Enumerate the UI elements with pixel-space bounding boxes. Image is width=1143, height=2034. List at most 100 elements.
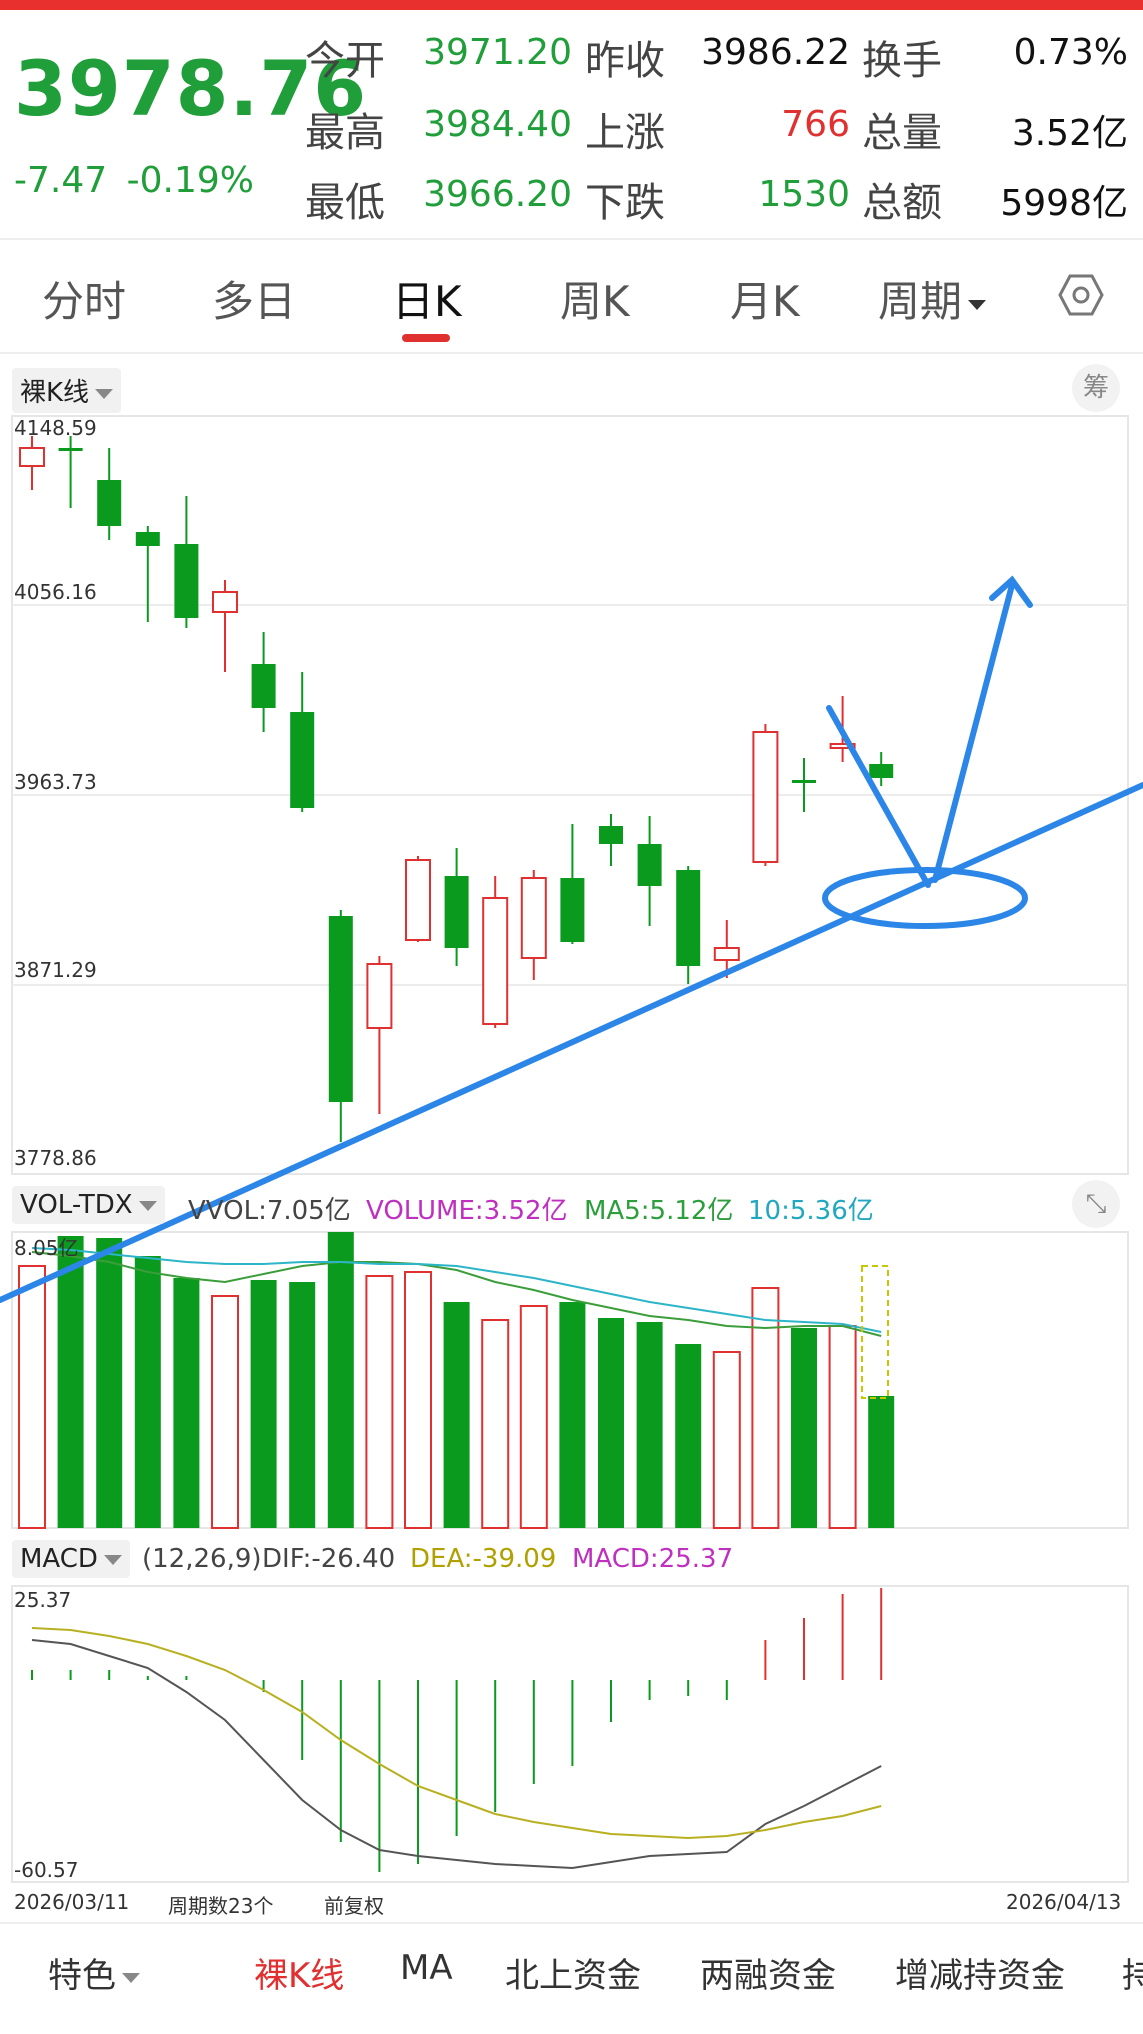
volume-bar [173, 1278, 200, 1528]
volume-bar [636, 1322, 663, 1528]
bottom-nav-featured[interactable]: 特色 [48, 1948, 140, 1997]
bottom-nav-naked-k[interactable]: 裸K线 [254, 1956, 345, 1996]
macd-dea-line [31, 1627, 882, 1840]
candle [869, 752, 894, 786]
estimated-volume-box [861, 1265, 889, 1399]
bottom-nav-ma[interactable]: MA [400, 1948, 453, 1988]
stat-label-turnover: 换手 [862, 38, 942, 84]
chevron-down-icon [103, 1554, 122, 1565]
candle-body [135, 532, 160, 546]
change-value: -7.47 [14, 160, 108, 201]
stat-value-low: 3966.20 [423, 174, 572, 215]
candle [212, 580, 238, 672]
macd-macd-value: MACD:25.37 [572, 1544, 734, 1574]
stat-value-high: 3984.40 [423, 104, 572, 145]
bottom-nav-northbound[interactable]: 北上资金 [505, 1956, 641, 1996]
stat-label-prev-close: 昨收 [585, 38, 665, 84]
bottom-nav-featured-label: 特色 [48, 1956, 116, 1996]
tab-monthly-k[interactable]: 月K [730, 277, 800, 326]
volume-indicator-dropdown[interactable]: VOL-TDX [12, 1186, 165, 1224]
candle [174, 496, 199, 628]
candle-body [520, 877, 547, 959]
volume-ma10-line [31, 1247, 882, 1333]
volume-bar [96, 1238, 123, 1528]
bottom-nav-holdings[interactable]: 增减持资金 [895, 1956, 1065, 1996]
bottom-nav-margin[interactable]: 两融资金 [700, 1956, 836, 1996]
volume-bar [211, 1295, 239, 1529]
candle [520, 870, 547, 980]
macd-histogram-group [31, 1588, 883, 1872]
macd-indicator-label: MACD [20, 1544, 98, 1574]
candles-group [19, 436, 894, 1142]
candle [290, 672, 315, 812]
tabs-divider [0, 352, 1143, 354]
tab-daily-k[interactable]: 日K [392, 277, 462, 326]
user-annotation [0, 575, 1143, 1303]
chevron-down-icon [138, 1200, 157, 1211]
stat-value-volume: 3.52亿 [1011, 113, 1128, 154]
annotation-ellipse [822, 867, 1028, 929]
stat-value-decliners: 1530 [758, 174, 850, 215]
expand-icon[interactable]: ⤡ [1072, 1180, 1120, 1228]
candle [251, 632, 276, 732]
change-percent: -0.19% [126, 160, 254, 201]
chip-distribution-button[interactable]: 筹 [1072, 364, 1120, 412]
volume-bar [519, 1305, 548, 1529]
candle-body [19, 447, 45, 467]
stat-label-advancers: 上涨 [585, 110, 665, 156]
tab-intraday[interactable]: 分时 [42, 277, 127, 326]
candle-body [366, 963, 393, 1029]
macd-indicator-dropdown[interactable]: MACD [12, 1540, 130, 1578]
candle-body [792, 780, 816, 783]
stat-label-low: 最低 [305, 180, 385, 226]
candle-body [405, 859, 431, 941]
kline-chart [0, 415, 1143, 1883]
volume-max-label: 8.05亿 [14, 1236, 79, 1260]
candle-body [637, 844, 662, 886]
candle [599, 814, 623, 866]
period-count: 周期数23个 [168, 1894, 274, 1918]
kline-y-label: 3871.29 [14, 958, 97, 982]
hexagon-settings-icon[interactable] [1058, 272, 1104, 318]
candle-body [752, 731, 779, 863]
kline-y-label-min: 3778.86 [14, 1146, 97, 1170]
vvol-value: VVOL:7.05亿 [188, 1196, 351, 1226]
candle [676, 866, 701, 984]
candle-body [676, 870, 701, 966]
candle [792, 758, 816, 812]
candle [366, 956, 393, 1114]
volume-bar [289, 1282, 316, 1528]
tab-multi-day[interactable]: 多日 [212, 277, 297, 326]
volume-bar [481, 1319, 510, 1529]
candle-body [713, 947, 740, 961]
candle-body [97, 480, 122, 526]
chevron-down-icon [95, 388, 114, 399]
macd-frame [11, 1585, 1129, 1883]
kline-mode-dropdown[interactable]: 裸K线 [12, 368, 122, 413]
volume-bar [134, 1256, 161, 1528]
axis-end-date: 2026/04/13 [1006, 1890, 1122, 1914]
macd-bottom-label: -60.57 [14, 1858, 79, 1882]
stat-label-open: 今开 [305, 38, 385, 84]
candle [482, 876, 509, 1028]
kline-y-label-max: 4148.59 [14, 416, 97, 440]
volume-bar [675, 1344, 702, 1528]
stat-value-open: 3971.20 [423, 32, 572, 73]
volume-bar [365, 1275, 394, 1529]
bottom-nav-more[interactable]: 持 [1122, 1956, 1143, 1996]
volume-bar [712, 1351, 741, 1529]
candle [637, 816, 662, 926]
chevron-down-icon [122, 1972, 140, 1983]
price-change: -7.47 -0.19% [14, 160, 254, 201]
tab-period[interactable]: 周期 [878, 268, 987, 329]
macd-dif-line [31, 1639, 882, 1870]
candle-body [251, 664, 276, 708]
candle-body [444, 876, 469, 948]
candle [560, 824, 585, 944]
tab-weekly-k[interactable]: 周K [560, 277, 630, 326]
macd-params: (12,26,9) [142, 1544, 262, 1574]
volume-bar [828, 1325, 857, 1529]
stat-value-advancers: 766 [781, 104, 850, 145]
kline-y-label: 4056.16 [14, 580, 97, 604]
volume-bar [791, 1328, 817, 1528]
